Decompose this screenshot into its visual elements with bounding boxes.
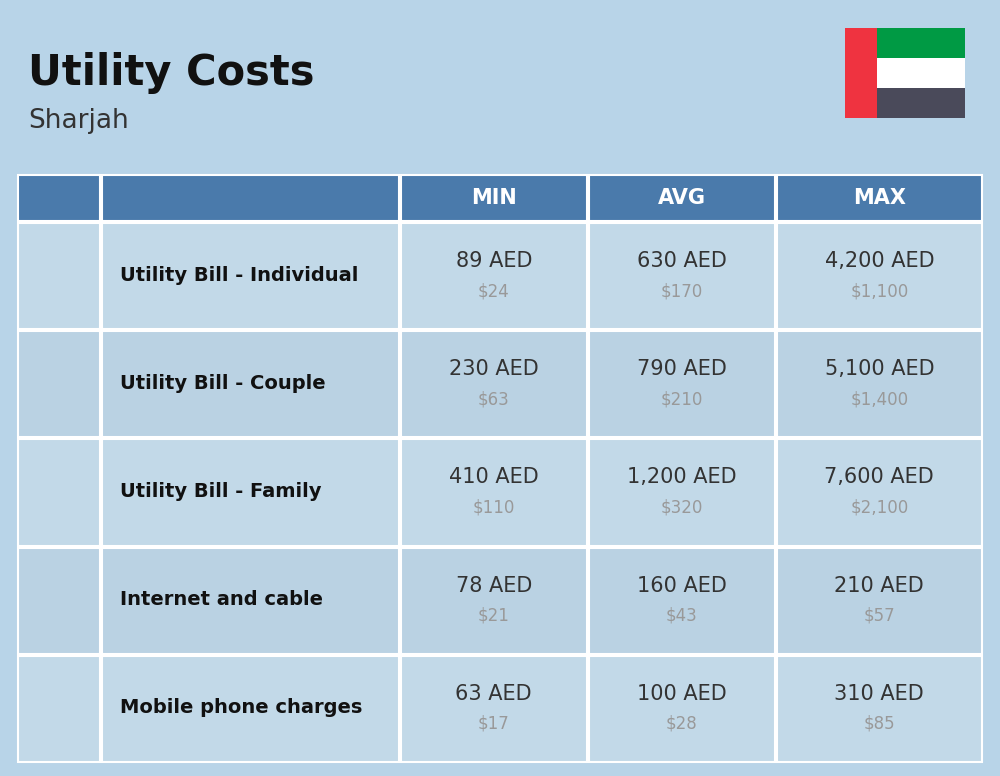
Text: $17: $17 xyxy=(478,715,510,733)
Bar xyxy=(26,448,92,539)
Text: $57: $57 xyxy=(864,607,895,625)
Text: 63 AED: 63 AED xyxy=(455,684,532,704)
Bar xyxy=(589,439,775,546)
Bar xyxy=(26,339,92,431)
Text: $210: $210 xyxy=(661,390,703,408)
Text: $170: $170 xyxy=(661,282,703,300)
Text: Internet and cable: Internet and cable xyxy=(120,591,323,609)
Bar xyxy=(589,331,775,438)
Bar xyxy=(18,331,100,438)
Text: Utility Bill - Couple: Utility Bill - Couple xyxy=(120,374,325,393)
Bar xyxy=(18,175,100,221)
Text: AVG: AVG xyxy=(658,188,706,208)
Bar xyxy=(777,223,982,329)
Text: 89 AED: 89 AED xyxy=(456,251,532,271)
Bar xyxy=(26,556,92,648)
Bar xyxy=(777,548,982,654)
Text: $28: $28 xyxy=(666,715,698,733)
Bar xyxy=(102,548,399,654)
Bar xyxy=(102,175,399,221)
Text: 410 AED: 410 AED xyxy=(449,467,539,487)
Bar xyxy=(401,223,587,329)
Text: 790 AED: 790 AED xyxy=(637,359,727,379)
Text: $1,400: $1,400 xyxy=(850,390,908,408)
Text: 100 AED: 100 AED xyxy=(637,684,727,704)
Bar xyxy=(777,331,982,438)
Text: $110: $110 xyxy=(473,498,515,517)
Bar xyxy=(26,663,92,756)
Text: Utility Costs: Utility Costs xyxy=(28,52,314,94)
Text: Utility Bill - Individual: Utility Bill - Individual xyxy=(120,265,358,285)
Bar xyxy=(777,439,982,546)
Bar xyxy=(18,548,100,654)
Bar xyxy=(589,223,775,329)
Bar xyxy=(102,439,399,546)
Text: 230 AED: 230 AED xyxy=(449,359,539,379)
Bar xyxy=(102,223,399,329)
Bar xyxy=(877,88,965,118)
Text: 160 AED: 160 AED xyxy=(637,576,727,596)
Bar xyxy=(777,656,982,762)
Bar xyxy=(589,175,775,221)
Bar xyxy=(589,656,775,762)
Text: $1,100: $1,100 xyxy=(850,282,908,300)
Bar xyxy=(845,28,877,118)
Text: $85: $85 xyxy=(864,715,895,733)
Text: 4,200 AED: 4,200 AED xyxy=(825,251,934,271)
Text: Mobile phone charges: Mobile phone charges xyxy=(120,698,362,717)
Bar xyxy=(877,28,965,58)
Bar xyxy=(777,175,982,221)
Bar xyxy=(589,548,775,654)
Text: $21: $21 xyxy=(478,607,510,625)
Bar xyxy=(401,656,587,762)
Bar xyxy=(877,58,965,88)
Bar xyxy=(401,439,587,546)
Bar xyxy=(401,175,587,221)
Bar xyxy=(26,231,92,323)
Bar xyxy=(18,223,100,329)
Bar xyxy=(401,331,587,438)
Text: 1,200 AED: 1,200 AED xyxy=(627,467,737,487)
Bar xyxy=(102,331,399,438)
Text: MIN: MIN xyxy=(471,188,517,208)
Text: 630 AED: 630 AED xyxy=(637,251,727,271)
Text: $43: $43 xyxy=(666,607,698,625)
Text: 310 AED: 310 AED xyxy=(834,684,924,704)
Bar xyxy=(18,439,100,546)
Text: $24: $24 xyxy=(478,282,510,300)
Bar xyxy=(401,548,587,654)
Text: Sharjah: Sharjah xyxy=(28,108,129,134)
Text: $63: $63 xyxy=(478,390,510,408)
Text: 5,100 AED: 5,100 AED xyxy=(825,359,934,379)
Bar xyxy=(18,656,100,762)
Text: MAX: MAX xyxy=(853,188,906,208)
Text: $320: $320 xyxy=(661,498,703,517)
Text: Utility Bill - Family: Utility Bill - Family xyxy=(120,482,321,501)
Text: $2,100: $2,100 xyxy=(850,498,908,517)
Text: 7,600 AED: 7,600 AED xyxy=(824,467,934,487)
Text: 210 AED: 210 AED xyxy=(834,576,924,596)
Bar xyxy=(102,656,399,762)
Text: 78 AED: 78 AED xyxy=(456,576,532,596)
